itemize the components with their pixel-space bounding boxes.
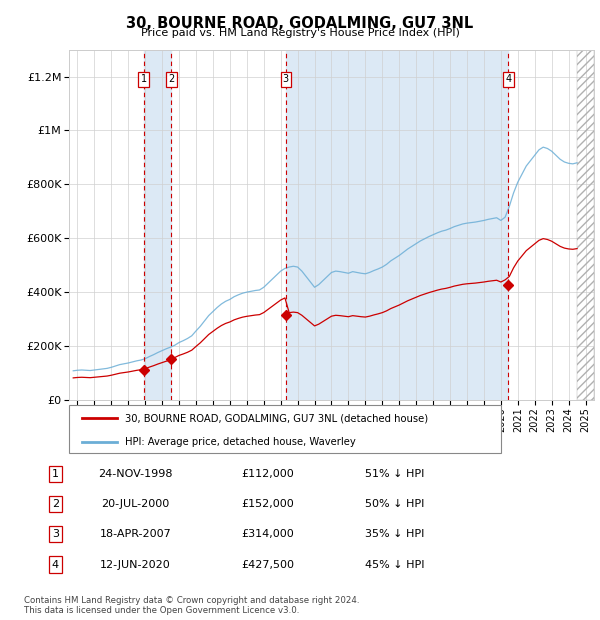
Text: 30, BOURNE ROAD, GODALMING, GU7 3NL (detached house): 30, BOURNE ROAD, GODALMING, GU7 3NL (det… [125, 413, 428, 423]
Text: £314,000: £314,000 [241, 529, 294, 539]
Text: 2: 2 [169, 74, 175, 84]
Bar [286, 50, 508, 400]
Text: 1: 1 [52, 469, 59, 479]
Text: £112,000: £112,000 [241, 469, 294, 479]
Text: 30, BOURNE ROAD, GODALMING, GU7 3NL: 30, BOURNE ROAD, GODALMING, GU7 3NL [127, 16, 473, 31]
Text: 18-APR-2007: 18-APR-2007 [100, 529, 171, 539]
Text: 12-JUN-2020: 12-JUN-2020 [100, 560, 171, 570]
Text: Price paid vs. HM Land Registry's House Price Index (HPI): Price paid vs. HM Land Registry's House … [140, 28, 460, 38]
Text: 2: 2 [52, 499, 59, 509]
Text: Contains HM Land Registry data © Crown copyright and database right 2024.
This d: Contains HM Land Registry data © Crown c… [24, 596, 359, 615]
FancyBboxPatch shape [69, 405, 501, 453]
Text: 35% ↓ HPI: 35% ↓ HPI [365, 529, 424, 539]
Text: 4: 4 [505, 74, 512, 84]
Text: 1: 1 [140, 74, 146, 84]
Text: 20-JUL-2000: 20-JUL-2000 [101, 499, 169, 509]
Text: 45% ↓ HPI: 45% ↓ HPI [365, 560, 425, 570]
Text: £152,000: £152,000 [241, 499, 294, 509]
Text: 24-NOV-1998: 24-NOV-1998 [98, 469, 173, 479]
Text: 51% ↓ HPI: 51% ↓ HPI [365, 469, 424, 479]
Text: 50% ↓ HPI: 50% ↓ HPI [365, 499, 424, 509]
Bar [143, 50, 172, 400]
Text: 3: 3 [283, 74, 289, 84]
Text: HPI: Average price, detached house, Waverley: HPI: Average price, detached house, Wave… [125, 437, 356, 447]
Text: £427,500: £427,500 [241, 560, 295, 570]
Bar [577, 50, 594, 400]
Text: 3: 3 [52, 529, 59, 539]
Text: 4: 4 [52, 560, 59, 570]
Bar [577, 50, 594, 400]
